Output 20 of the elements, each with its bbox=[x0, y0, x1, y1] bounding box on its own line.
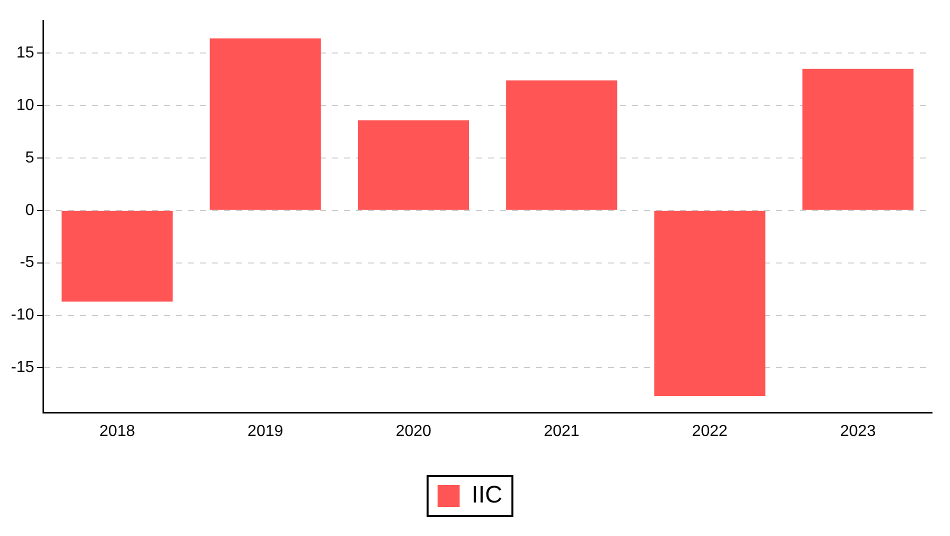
y-tick-label: -15 bbox=[11, 359, 34, 376]
bar bbox=[802, 68, 914, 210]
bar bbox=[210, 38, 321, 210]
y-tick-label: 10 bbox=[16, 96, 34, 114]
y-tick-label: 5 bbox=[25, 149, 34, 166]
x-tick-label: 2019 bbox=[248, 422, 284, 440]
bar bbox=[654, 210, 766, 396]
y-tick-label: -5 bbox=[20, 254, 34, 272]
y-tick-label: 15 bbox=[16, 44, 34, 62]
x-tick-label: 2022 bbox=[692, 422, 728, 440]
bar bbox=[62, 210, 173, 302]
y-tick-label: -10 bbox=[11, 306, 34, 324]
x-tick-label: 2021 bbox=[544, 422, 580, 440]
bar bbox=[358, 120, 470, 210]
x-tick-label: 2018 bbox=[99, 422, 136, 440]
y-tick-label: 0 bbox=[25, 202, 34, 219]
bar bbox=[506, 80, 618, 210]
legend-label: IIC bbox=[472, 482, 502, 509]
x-tick-label: 2023 bbox=[840, 422, 876, 440]
x-tick-label: 2020 bbox=[396, 422, 432, 440]
